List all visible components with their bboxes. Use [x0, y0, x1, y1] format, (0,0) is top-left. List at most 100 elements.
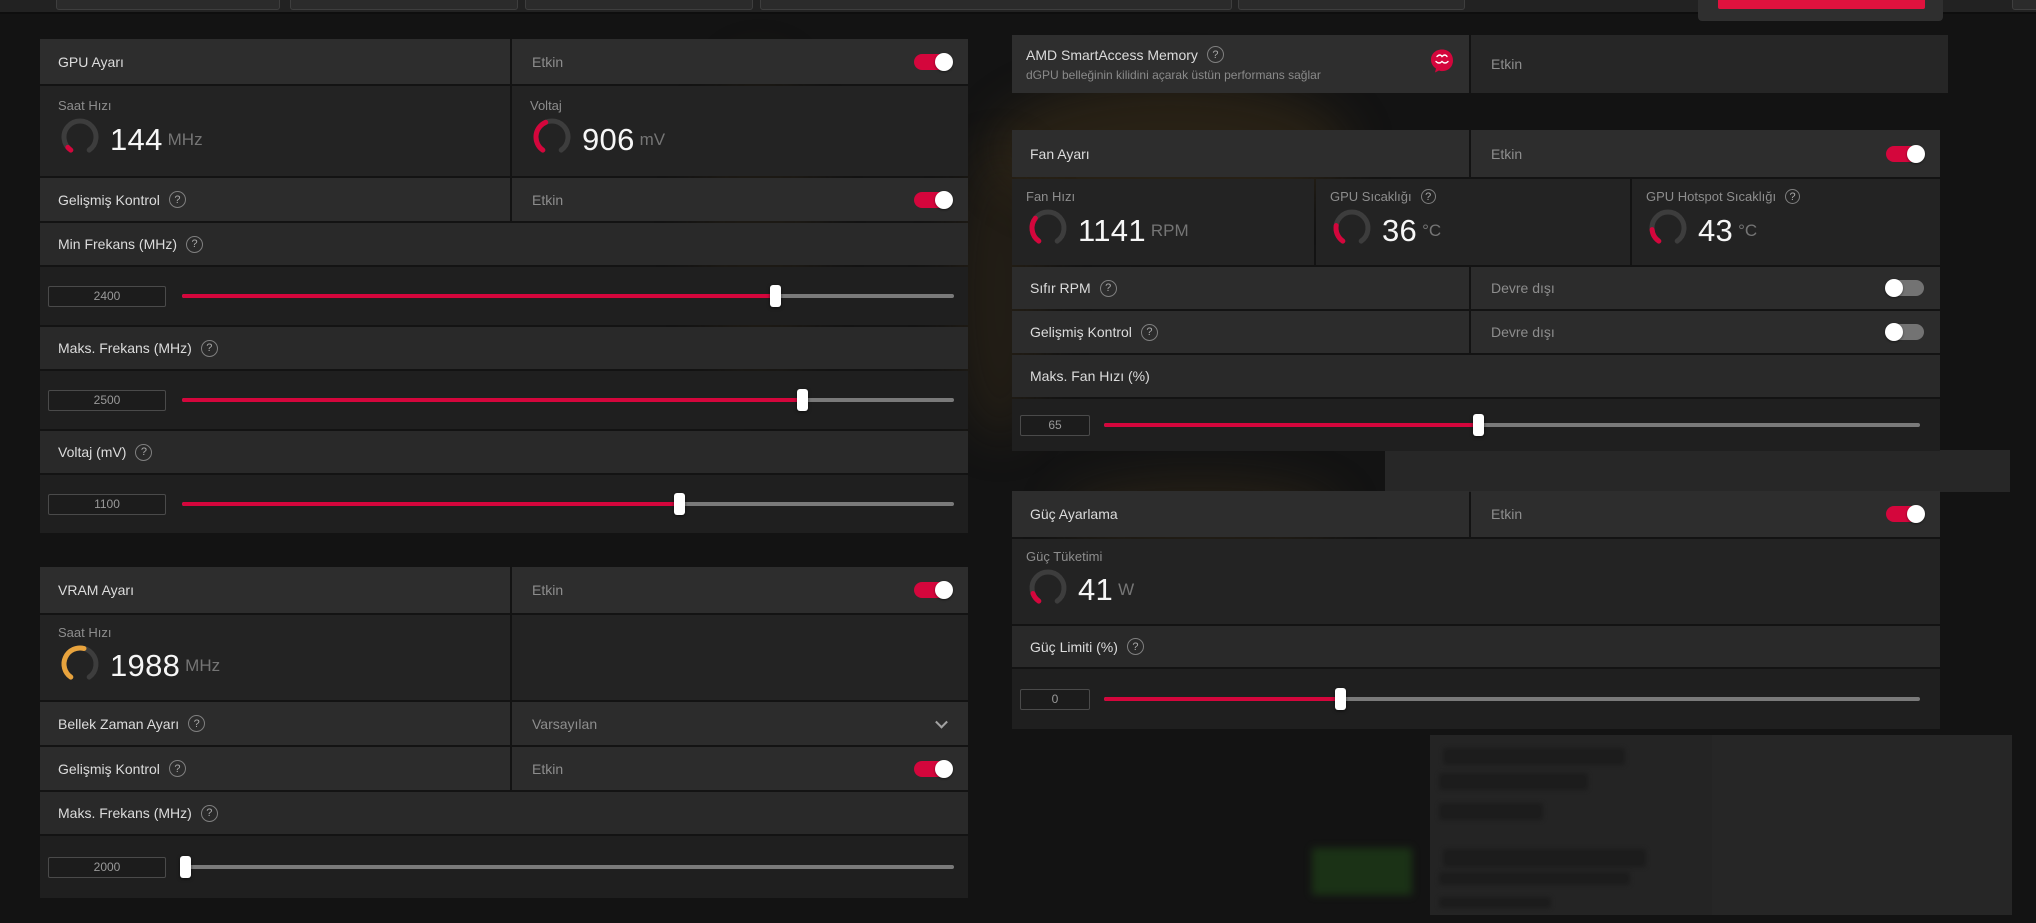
toggle-knob — [935, 759, 953, 778]
help-icon[interactable]: ? — [1099, 279, 1117, 297]
toggle-knob — [1885, 323, 1903, 341]
background-ghost — [1712, 735, 2012, 915]
help-icon[interactable]: ? — [1126, 638, 1144, 655]
toggle-knob — [1907, 144, 1925, 163]
toolbar-field-partial[interactable] — [1238, 0, 1465, 10]
slider-track[interactable] — [182, 389, 954, 411]
slider-track[interactable] — [1104, 688, 1920, 710]
toolbar-field-partial[interactable] — [525, 0, 753, 10]
help-icon[interactable]: ? — [186, 235, 204, 253]
slider-handle[interactable] — [179, 856, 191, 878]
gpu-voltage-gauge-icon — [530, 115, 582, 164]
gpu-voltage-input[interactable] — [48, 493, 166, 515]
slider-track[interactable] — [182, 285, 954, 307]
gpu-voltage-slider — [40, 493, 968, 515]
gpu-clock-unit: MHz — [167, 129, 203, 149]
toggle-knob — [935, 52, 953, 71]
gpu-min-freq-label: Min Frekans (MHz) — [58, 236, 178, 252]
gpu-tuning-panel: GPU Ayarı Etkin Saat Hızı 144 MHz Voltaj — [40, 39, 968, 533]
gpu-max-freq-input[interactable] — [48, 389, 166, 411]
slider-handle[interactable] — [797, 389, 809, 411]
fan-speed-value: 1141 — [1078, 212, 1146, 248]
vram-clock-unit: MHz — [185, 656, 221, 675]
fan-advanced-toggle[interactable] — [1885, 323, 1924, 341]
vram-enable-toggle[interactable] — [914, 581, 953, 599]
toolbar-field-partial[interactable] — [56, 0, 280, 10]
gpu-panel-title: GPU Ayarı — [58, 53, 124, 70]
power-tuning-panel: Güç Ayarlama Etkin Güç Tüketimi 41 W Güç… — [1012, 491, 1940, 729]
power-limit-input[interactable] — [1020, 688, 1090, 710]
gpu-enabled-status: Etkin — [532, 53, 564, 70]
vram-memory-timing-dropdown[interactable]: Varsayılan — [512, 702, 968, 745]
power-enable-toggle[interactable] — [1886, 505, 1925, 523]
zero-rpm-status: Devre dışı — [1491, 280, 1555, 296]
help-icon[interactable]: ? — [168, 191, 186, 208]
fan-advanced-label: Gelişmiş Kontrol — [1030, 324, 1132, 340]
vram-enabled-status: Etkin — [532, 582, 564, 598]
help-icon[interactable]: ? — [135, 443, 153, 461]
help-icon[interactable]: ? — [200, 804, 218, 822]
power-consumption-unit: W — [1118, 580, 1135, 599]
fan-speed-label: Fan Hızı — [1026, 189, 1076, 204]
toggle-knob — [935, 581, 953, 599]
toolbar-field-partial[interactable] — [760, 0, 1232, 10]
slider-handle[interactable] — [770, 285, 782, 307]
help-icon[interactable]: ? — [188, 715, 206, 732]
gpu-min-freq-input[interactable] — [48, 285, 166, 307]
vram-memory-timing-label: Bellek Zaman Ayarı — [58, 715, 180, 732]
gpu-enable-toggle[interactable] — [914, 52, 953, 71]
vram-clock-gauge-icon — [58, 642, 110, 691]
apply-button-partial[interactable] — [1718, 0, 1925, 9]
zero-rpm-toggle[interactable] — [1885, 279, 1924, 297]
slider-handle[interactable] — [673, 493, 685, 515]
slider-fill — [1104, 423, 1480, 427]
vram-max-freq-slider — [40, 856, 968, 878]
slider-fill — [182, 398, 804, 402]
slider-fill — [182, 294, 777, 298]
hotspot-temp-gauge-icon — [1646, 206, 1698, 255]
power-panel-title: Güç Ayarlama — [1030, 506, 1118, 522]
background-ghost — [1439, 803, 1543, 820]
power-limit-slider — [1012, 688, 1940, 710]
slider-fill — [182, 502, 680, 506]
fan-enable-toggle[interactable] — [1886, 144, 1925, 163]
sam-subtitle: dGPU belleğinin kilidini açarak üstün pe… — [1026, 68, 1321, 82]
toolbar-field-partial[interactable] — [2012, 0, 2036, 10]
gpu-voltage-label: Voltaj — [530, 98, 562, 113]
background-ghost — [1443, 748, 1625, 765]
slider-track[interactable] — [179, 856, 954, 878]
vram-panel-title: VRAM Ayarı — [58, 582, 134, 598]
toggle-knob — [1907, 505, 1925, 523]
power-consumption-value: 41 — [1078, 572, 1114, 607]
vram-advanced-toggle[interactable] — [914, 759, 953, 778]
power-consumption-label: Güç Tüketimi — [1026, 548, 1103, 564]
gpu-clock-label: Saat Hızı — [58, 98, 112, 113]
vram-advanced-label: Gelişmiş Kontrol — [58, 760, 160, 777]
background-ghost — [1439, 872, 1630, 885]
background-ghost — [1439, 897, 1551, 908]
gpu-voltage-unit: mV — [639, 129, 666, 149]
vram-clock-label: Saat Hızı — [58, 624, 112, 640]
gpu-max-freq-label: Maks. Frekans (MHz) — [58, 340, 192, 356]
help-icon[interactable]: ? — [168, 760, 186, 777]
help-icon[interactable]: ? — [1206, 46, 1224, 63]
help-icon[interactable]: ? — [1785, 189, 1801, 204]
gpu-temp-unit: °C — [1422, 220, 1442, 240]
toolbar-field-partial[interactable] — [290, 0, 518, 10]
help-icon[interactable]: ? — [1420, 189, 1436, 204]
help-icon[interactable]: ? — [1140, 323, 1158, 341]
vram-max-freq-input[interactable] — [48, 856, 166, 878]
slider-track[interactable] — [1104, 414, 1920, 436]
gpu-advanced-toggle[interactable] — [914, 190, 953, 209]
help-icon[interactable]: ? — [200, 339, 218, 357]
power-limit-label: Güç Limiti (%) — [1030, 638, 1118, 655]
background-ghost — [1443, 849, 1646, 867]
max-fan-input[interactable] — [1020, 414, 1090, 436]
slider-track[interactable] — [182, 493, 954, 515]
slider-handle[interactable] — [1473, 414, 1485, 436]
smartaccess-memory-panel: AMD SmartAccess Memory ? dGPU belleğinin… — [1012, 35, 1948, 93]
slider-handle[interactable] — [1334, 688, 1346, 710]
gpu-voltage-slider-label: Voltaj (mV) — [58, 444, 127, 460]
gpu-voltage-value: 906 — [582, 121, 635, 157]
gpu-advanced-label: Gelişmiş Kontrol — [58, 191, 160, 208]
